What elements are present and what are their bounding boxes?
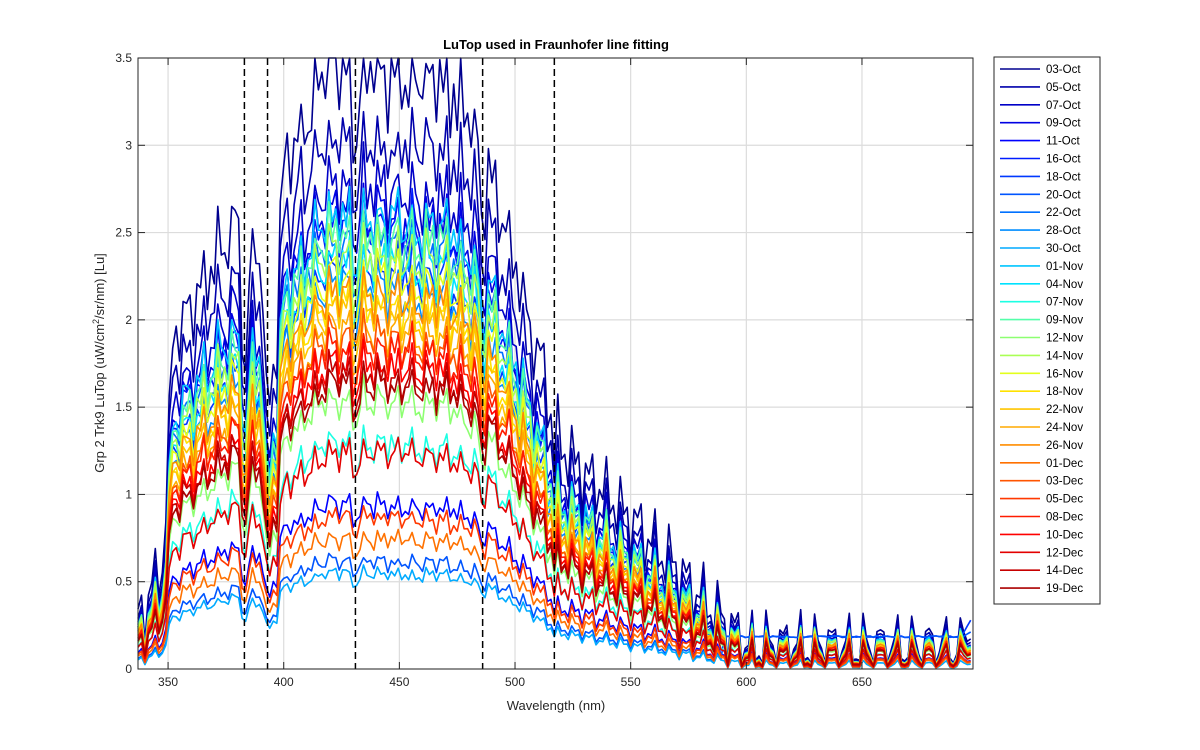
legend-entry-label: 18-Nov [1046,386,1083,398]
x-axis-label: Wavelength (nm) [507,698,606,713]
y-tick-label: 2.5 [115,226,132,240]
legend-entry-label: 01-Nov [1046,261,1083,273]
x-tick-label: 550 [621,675,641,689]
legend-entry-label: 16-Oct [1046,154,1081,166]
legend-entry-label: 26-Nov [1046,440,1083,452]
legend-entry-label: 10-Dec [1046,529,1083,541]
fraunhofer-lines [243,58,556,669]
legend-entry-label: 01-Dec [1046,458,1083,470]
legend-entry-label: 07-Nov [1046,297,1083,309]
y-axis-label-superscript: 2 [91,319,101,324]
y-tick-label: 1 [125,487,132,501]
axes-frame [137,57,974,670]
legend-entry-label: 09-Oct [1046,118,1081,130]
legend: 03-Oct 05-Oct 07-Oct 09-Oct 11-Oct 16-Oct 18-O… [993,56,1101,605]
legend-entry-label: 08-Dec [1046,512,1083,524]
y-tick-label: 1.5 [115,400,132,414]
x-tick-label: 500 [505,675,525,689]
x-tick-label: 600 [736,675,756,689]
legend-entry-label: 05-Dec [1046,494,1083,506]
legend-box [993,56,1101,605]
y-tick-label: 0.5 [115,575,132,589]
legend-entry-label: 20-Oct [1046,189,1081,201]
series-line-12-dec [137,436,971,668]
legend-entry-label: 14-Nov [1046,350,1083,362]
legend-entry-label: 18-Oct [1046,171,1081,183]
y-tick-label: 3.5 [115,51,132,65]
legend-entry-label: 04-Nov [1046,279,1083,291]
legend-entry-label: 05-Oct [1046,82,1081,94]
legend-entry-label: 11-Oct [1046,136,1080,148]
legend-entry-label: 22-Nov [1046,404,1083,416]
legend-entry-label: 12-Dec [1046,547,1083,559]
y-tick-label: 0 [125,662,132,676]
y-axis-label-rest: /sr/nm) [Lu] [92,253,107,319]
y-tick-labels: 0 0.5 1 1.5 2 2.5 3 3.5 [115,51,132,676]
x-tick-labels: 350 400 450 500 550 600 650 [158,675,872,689]
y-axis-label: Grp 2 Trk9 LuTop (uW/cm2/sr/nm) [Lu] [91,253,107,473]
y-axis-label-main: Grp 2 Trk9 LuTop (uW/cm [92,324,107,473]
legend-entry-label: 19-Dec [1046,583,1083,595]
legend-entry-label: 14-Dec [1046,565,1083,577]
legend-entry-label: 07-Oct [1046,100,1081,112]
legend-entry-label: 09-Nov [1046,315,1083,327]
legend-entry-label: 28-Oct [1046,225,1081,237]
axes-box [137,57,974,670]
x-tick-label: 400 [274,675,294,689]
legend-entry-label: 24-Nov [1046,422,1083,434]
series-line-05-dec [137,505,971,669]
legend-entry-label: 03-Dec [1046,476,1083,488]
y-tick-label: 3 [125,138,132,152]
y-tick-label: 2 [125,313,132,327]
x-tick-label: 450 [389,675,409,689]
legend-entry-label: 30-Oct [1046,243,1081,255]
legend-entry-label: 03-Oct [1046,64,1081,76]
chart-title: LuTop used in Fraunhofer line fitting [443,37,669,52]
legend-entry-label: 16-Nov [1046,368,1083,380]
x-tick-label: 650 [852,675,872,689]
legend-entry-label: 12-Nov [1046,333,1083,345]
x-tick-label: 350 [158,675,178,689]
legend-entry-label: 22-Oct [1046,207,1081,219]
